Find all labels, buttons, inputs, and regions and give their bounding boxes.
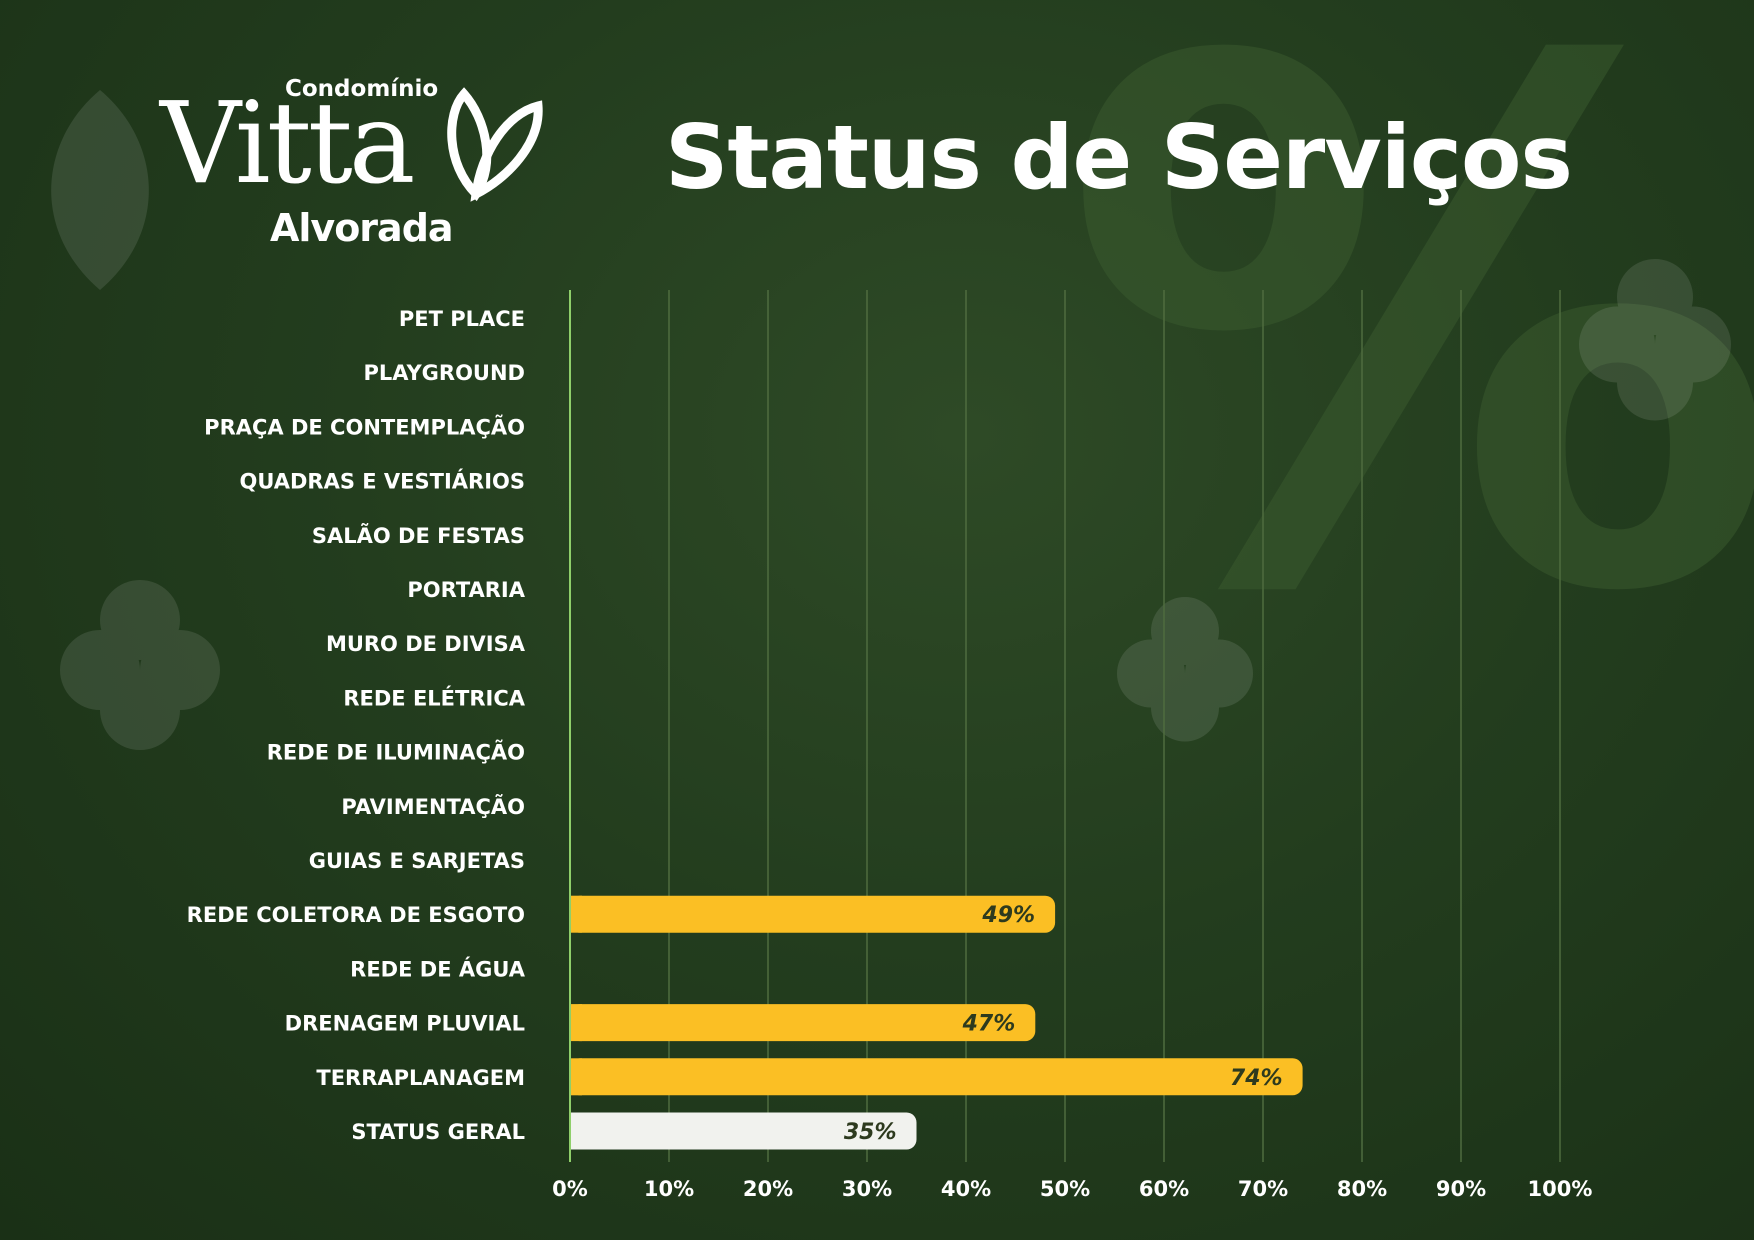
category-label: SALÃO DE FESTAS xyxy=(312,523,525,548)
category-label: TERRAPLANAGEM xyxy=(316,1066,525,1090)
category-label: REDE COLETORA DE ESGOTO xyxy=(187,903,525,927)
bar-left-edge xyxy=(570,1112,582,1150)
bar-value-label: 49% xyxy=(981,903,1035,928)
brand-logo: Condomínio Vitta Alvorada xyxy=(150,70,560,260)
x-tick-label: 50% xyxy=(1040,1177,1090,1201)
brand-name: Vitta xyxy=(160,79,416,209)
category-label: QUADRAS E VESTIÁRIOS xyxy=(239,469,525,494)
brand-subtitle: Alvorada xyxy=(270,206,454,250)
category-label: MURO DE DIVISA xyxy=(326,632,526,656)
bar-value-label: 47% xyxy=(962,1012,1016,1037)
page-title: Status de Serviços xyxy=(665,106,1573,209)
bar-value-label: 74% xyxy=(1230,1066,1283,1091)
bar xyxy=(570,1004,1036,1042)
category-label: PAVIMENTAÇÃO xyxy=(341,794,525,819)
bar-value-label: 35% xyxy=(844,1120,897,1145)
bar xyxy=(570,895,1056,933)
bar-left-edge xyxy=(570,895,582,933)
category-label: REDE ELÉTRICA xyxy=(343,685,525,710)
x-tick-label: 100% xyxy=(1528,1177,1593,1201)
category-label: PLAYGROUND xyxy=(363,361,525,385)
category-label: PRAÇA DE CONTEMPLAÇÃO xyxy=(204,414,525,439)
x-tick-label: 10% xyxy=(644,1177,694,1201)
category-label: REDE DE ÁGUA xyxy=(350,956,526,981)
x-tick-label: 20% xyxy=(743,1177,793,1201)
bar xyxy=(570,1112,917,1150)
category-label: GUIAS E SARJETAS xyxy=(309,849,525,873)
brand-prefix: Condomínio xyxy=(285,76,439,102)
category-label: REDE DE ILUMINAÇÃO xyxy=(267,740,525,765)
x-tick-label: 40% xyxy=(941,1177,991,1201)
leaf-icon xyxy=(447,87,543,202)
x-tick-label: 0% xyxy=(552,1177,588,1201)
x-tick-label: 90% xyxy=(1436,1177,1486,1201)
category-label: PET PLACE xyxy=(399,307,525,331)
bar-left-edge xyxy=(570,1004,582,1042)
x-tick-label: 80% xyxy=(1337,1177,1387,1201)
x-tick-label: 60% xyxy=(1139,1177,1189,1201)
category-label: STATUS GERAL xyxy=(351,1120,525,1144)
category-label: DRENAGEM PLUVIAL xyxy=(285,1012,525,1036)
x-tick-label: 70% xyxy=(1238,1177,1288,1201)
category-label: PORTARIA xyxy=(407,578,525,602)
bar-left-edge xyxy=(570,1058,582,1096)
bar xyxy=(570,1058,1303,1096)
x-tick-label: 30% xyxy=(842,1177,892,1201)
